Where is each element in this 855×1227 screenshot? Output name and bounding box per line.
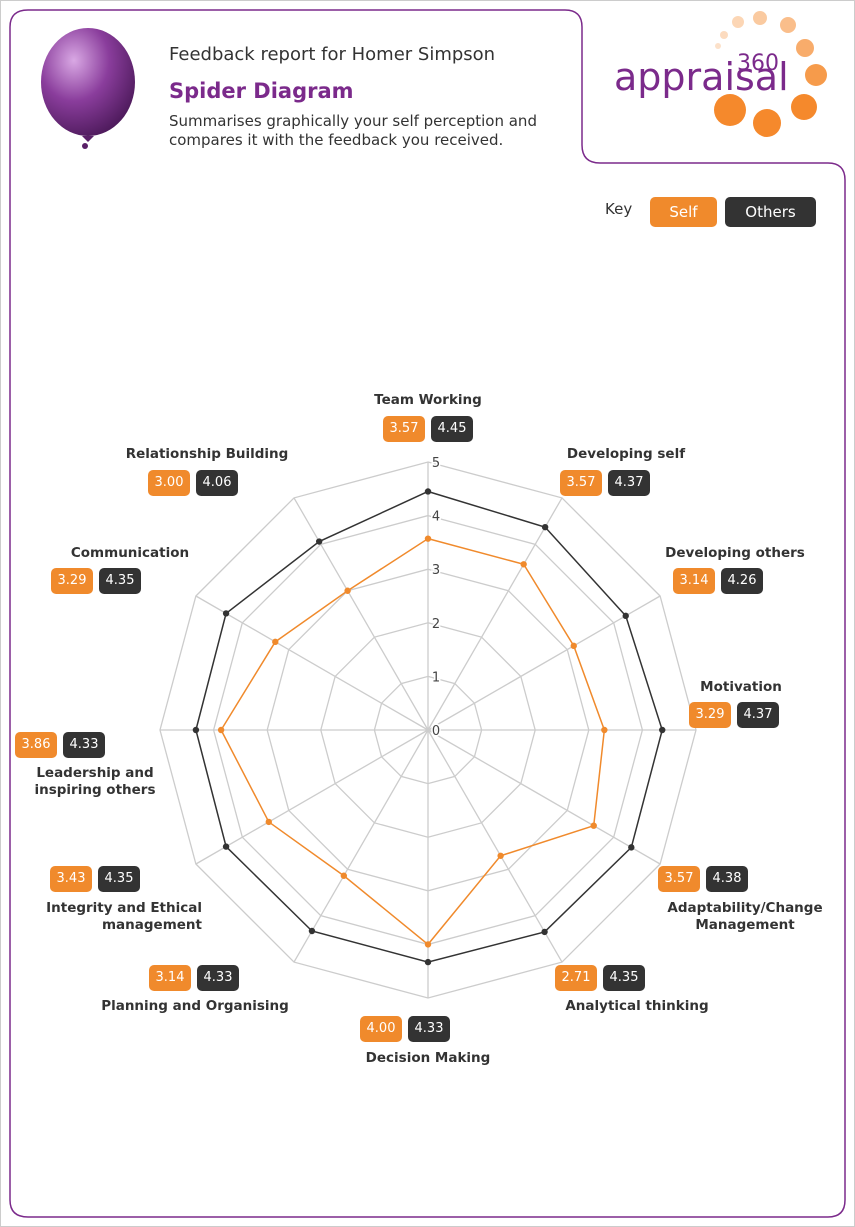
value-label: 3.57 <box>658 866 700 892</box>
logo-sup: 360 <box>737 51 779 76</box>
value-label: 3.29 <box>689 702 731 728</box>
value-label: 4.37 <box>737 702 779 728</box>
series-dot <box>541 928 548 936</box>
spoke <box>195 729 429 865</box>
value-label: 3.00 <box>148 470 190 496</box>
balloon-knot <box>82 143 88 149</box>
spoke <box>293 729 429 963</box>
series-dot <box>265 818 272 826</box>
series-line <box>220 537 606 946</box>
value-label: 4.06 <box>196 470 238 496</box>
legend-self: Self <box>650 197 717 227</box>
subtitle: Summarises graphically your self percept… <box>169 112 537 149</box>
series-dot <box>217 726 225 734</box>
value-label: 3.57 <box>560 470 602 496</box>
series-dot <box>315 538 323 545</box>
spoke <box>427 595 661 731</box>
series-dot <box>659 726 666 734</box>
series-dot <box>340 872 348 879</box>
series-dot <box>622 612 629 620</box>
value-label: 3.43 <box>50 866 92 892</box>
logo-dots <box>714 11 827 137</box>
spoke <box>195 595 429 731</box>
value-label: 4.45 <box>431 416 473 442</box>
tick-label: 0 <box>432 724 440 739</box>
series-dot <box>570 642 577 650</box>
spoke <box>427 729 661 865</box>
value-label: 3.14 <box>149 965 191 991</box>
value-label: 4.35 <box>98 866 140 892</box>
balloon-knot <box>82 136 94 142</box>
value-label: 3.86 <box>15 732 57 758</box>
series-dot <box>344 587 351 594</box>
axis-label: Developing self <box>566 446 686 462</box>
series-line <box>195 490 664 963</box>
report-for: Feedback report for Homer Simpson <box>169 44 496 65</box>
value-label: 4.37 <box>608 470 650 496</box>
value-label: 3.29 <box>51 568 93 594</box>
tick-label: 3 <box>432 563 440 578</box>
axis-label: Communication <box>70 545 190 561</box>
spoke <box>293 497 429 731</box>
spoke <box>427 729 563 963</box>
series-dot <box>424 488 432 495</box>
value-label: 3.14 <box>673 568 715 594</box>
axis-label: Integrity and Ethical management <box>46 900 202 933</box>
series-dot <box>628 844 635 851</box>
series-dot <box>590 822 597 829</box>
axis-label: Motivation <box>700 679 782 695</box>
tick-label: 4 <box>432 510 440 525</box>
series-dot <box>424 941 432 948</box>
series-dot <box>520 561 527 568</box>
axis-label: Leadership and inspiring others <box>34 765 156 798</box>
axis-label: Relationship Building <box>125 446 289 462</box>
spoke <box>427 497 563 731</box>
axis-label: Planning and Organising <box>101 998 289 1014</box>
value-label: 2.71 <box>555 965 597 991</box>
value-label: 3.57 <box>383 416 425 442</box>
series-dot <box>308 927 316 935</box>
legend-others: Others <box>725 197 816 227</box>
series-dot <box>541 523 549 531</box>
series-dot <box>272 638 279 646</box>
series-dot <box>497 852 504 859</box>
frame <box>9 9 846 1218</box>
series-dot <box>192 726 200 734</box>
value-label: 4.35 <box>603 965 645 991</box>
title: Spider Diagram <box>169 79 354 103</box>
key-label: Key <box>605 200 633 218</box>
balloon <box>41 28 135 136</box>
series-dot <box>424 535 432 542</box>
axis-label: Decision Making <box>365 1050 491 1066</box>
logo-text: appraisal <box>614 55 789 99</box>
value-label: 4.33 <box>197 965 239 991</box>
series-dot <box>601 726 608 734</box>
series-dot <box>222 843 230 850</box>
tick-label: 2 <box>432 617 440 632</box>
axis-label: Adaptability/Change Management <box>667 900 823 933</box>
value-label: 4.33 <box>408 1016 450 1042</box>
value-label: 4.00 <box>360 1016 402 1042</box>
value-label: 4.33 <box>63 732 105 758</box>
series-dot <box>222 610 230 617</box>
value-label: 4.35 <box>99 568 141 594</box>
tick-label: 5 <box>432 456 440 471</box>
series-dot <box>424 958 432 966</box>
axis-label: Team Working <box>374 392 482 408</box>
value-label: 4.38 <box>706 866 748 892</box>
axis-label: Analytical thinking <box>565 998 709 1014</box>
tick-label: 1 <box>432 670 440 685</box>
value-label: 4.26 <box>721 568 763 594</box>
axis-label: Developing others <box>665 545 805 561</box>
